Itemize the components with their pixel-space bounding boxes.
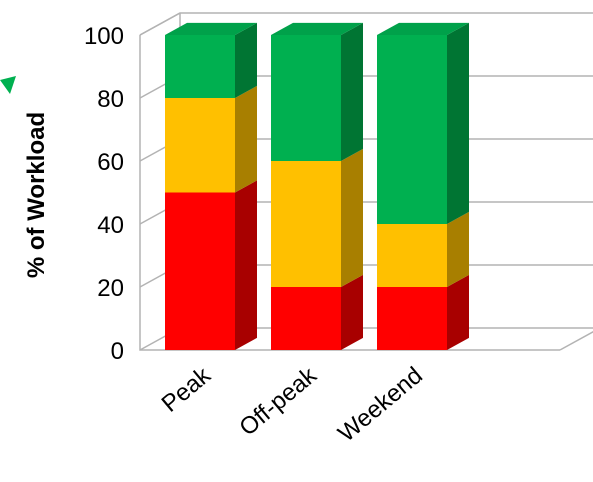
segment-2-2 xyxy=(377,35,447,224)
floor-right-edge xyxy=(559,330,593,351)
segment-side-1-1 xyxy=(341,148,363,287)
segment-side-0-0 xyxy=(235,180,257,350)
segment-0-1 xyxy=(165,98,235,193)
bar-top-0 xyxy=(165,22,257,35)
segment-1-2 xyxy=(271,35,341,161)
x-tick-off-peak: Off-peak xyxy=(234,361,322,441)
bar-peak xyxy=(165,22,257,350)
y-tick-40: 40 xyxy=(97,212,124,239)
accent-arrow-icon xyxy=(0,76,16,94)
y-tick-20: 20 xyxy=(97,275,124,302)
segment-side-2-2 xyxy=(447,22,469,225)
segment-side-0-1 xyxy=(235,85,257,193)
decorations xyxy=(0,76,16,94)
y-tick-0: 0 xyxy=(111,338,124,365)
segment-side-2-1 xyxy=(447,211,469,287)
segment-1-0 xyxy=(271,287,341,350)
bars xyxy=(165,22,469,350)
y-tick-80: 80 xyxy=(97,86,124,113)
segment-side-2-0 xyxy=(447,274,469,350)
bar-top-1 xyxy=(271,22,363,35)
segment-side-0-2 xyxy=(235,22,257,98)
segment-0-0 xyxy=(165,192,235,350)
segment-side-1-0 xyxy=(341,274,363,350)
segment-2-1 xyxy=(377,224,447,287)
y-axis-label: % of Workload xyxy=(23,112,50,278)
x-tick-weekend: Weekend xyxy=(333,362,428,448)
x-tick-peak: Peak xyxy=(157,361,217,417)
y-tick-100: 100 xyxy=(84,23,124,50)
segment-0-2 xyxy=(165,35,235,98)
segment-side-1-2 xyxy=(341,22,363,162)
bar-off-peak xyxy=(271,22,363,350)
segment-2-0 xyxy=(377,287,447,350)
x-category-labels: Peak Off-peak Weekend xyxy=(157,361,428,447)
segment-1-1 xyxy=(271,161,341,287)
gridline-100 xyxy=(139,12,593,36)
bar-top-2 xyxy=(377,22,469,35)
y-tick-60: 60 xyxy=(97,149,124,176)
bar-weekend xyxy=(377,22,469,350)
y-tick-labels: 0 20 40 60 80 100 xyxy=(84,23,124,365)
